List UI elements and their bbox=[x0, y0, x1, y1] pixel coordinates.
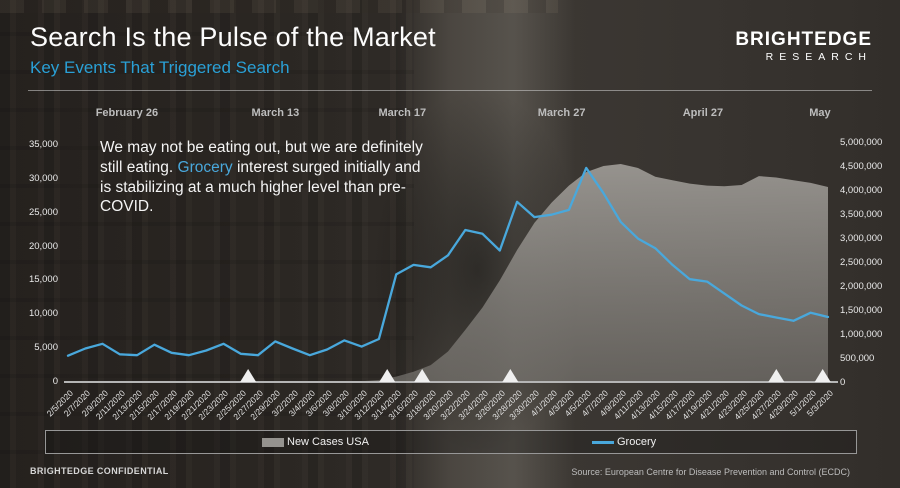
page-title: Search Is the Pulse of the Market bbox=[30, 22, 436, 52]
legend-item-new-cases: New Cases USA bbox=[262, 431, 369, 453]
y-tick-right: 3,500,000 bbox=[840, 209, 883, 220]
y-tick-left: 25,000 bbox=[28, 206, 58, 218]
confidential-label: BRIGHTEDGE CONFIDENTIAL bbox=[30, 466, 169, 476]
legend-label-grocery: Grocery bbox=[617, 436, 657, 448]
event-marker-icon bbox=[240, 369, 257, 382]
annotation-before: We may not be eating out, but we are def… bbox=[100, 139, 423, 176]
y-tick-right: 500,000 bbox=[840, 353, 875, 364]
y-tick-right: 2,000,000 bbox=[840, 281, 883, 292]
new-cases-area bbox=[68, 164, 828, 382]
legend-label-new-cases: New Cases USA bbox=[287, 436, 369, 448]
background-top-shelf bbox=[0, 0, 558, 13]
annotation-highlight: Grocery bbox=[177, 158, 233, 176]
y-tick-right: 2,500,000 bbox=[840, 257, 883, 268]
y-axis-left: 35,000 30,000 25,000 20,000 15,000 10,000 5,00… bbox=[0, 0, 58, 488]
header-divider bbox=[28, 90, 872, 91]
legend-item-grocery: Grocery bbox=[592, 431, 656, 453]
y-tick-left: 0 bbox=[52, 376, 58, 387]
event-label: February 26 bbox=[95, 107, 159, 119]
y-tick-right: 4,500,000 bbox=[840, 161, 883, 172]
event-marker-icon bbox=[502, 369, 519, 382]
event-label: March 17 bbox=[378, 107, 427, 119]
chart-legend: New Cases USA Grocery bbox=[45, 430, 857, 454]
line-swatch-icon bbox=[592, 440, 614, 444]
event-labels-row: February 26 March 13 March 17 March 27 April… bbox=[0, 107, 900, 123]
event-label: May bbox=[809, 107, 831, 119]
event-marker-icon bbox=[379, 369, 396, 382]
y-tick-right: 1,500,000 bbox=[840, 305, 883, 316]
y-tick-left: 5,000 bbox=[34, 342, 58, 354]
event-label: April 27 bbox=[682, 107, 724, 119]
event-marker-icon bbox=[414, 369, 431, 382]
event-label: March 13 bbox=[251, 107, 300, 119]
grocery-line bbox=[66, 166, 830, 357]
y-tick-left: 35,000 bbox=[28, 139, 58, 150]
page-subtitle: Key Events That Triggered Search bbox=[30, 58, 290, 77]
y-tick-right: 0 bbox=[840, 377, 846, 388]
y-tick-left: 20,000 bbox=[28, 240, 58, 252]
y-axis-right: 5,000,000 4,500,000 4,000,000 3,500,000 3,00… bbox=[840, 0, 900, 488]
source-attribution: Source: European Centre for Disease Prev… bbox=[571, 467, 850, 477]
y-tick-left: 15,000 bbox=[28, 274, 58, 286]
area-swatch-icon bbox=[262, 437, 284, 447]
event-label: March 27 bbox=[537, 107, 586, 119]
background-shelves bbox=[0, 0, 414, 488]
event-marker-icon bbox=[768, 369, 785, 382]
annotation-after: interest surged initially and is stabili… bbox=[100, 158, 421, 216]
y-tick-right: 4,000,000 bbox=[840, 185, 883, 196]
y-tick-right: 3,000,000 bbox=[840, 233, 883, 244]
brightedge-logo: BRIGHTEDGE RESEARCH bbox=[735, 30, 872, 63]
y-tick-right: 5,000,000 bbox=[840, 137, 883, 148]
y-tick-left: 30,000 bbox=[28, 172, 58, 184]
y-tick-right: 1,000,000 bbox=[840, 329, 883, 340]
logo-line2: RESEARCH bbox=[765, 51, 872, 63]
event-marker-icon bbox=[814, 369, 831, 382]
logo-line1: BRIGHTEDGE bbox=[735, 29, 872, 50]
annotation-text: We may not be eating out, but we are def… bbox=[100, 138, 435, 217]
y-tick-left: 10,000 bbox=[28, 308, 58, 320]
